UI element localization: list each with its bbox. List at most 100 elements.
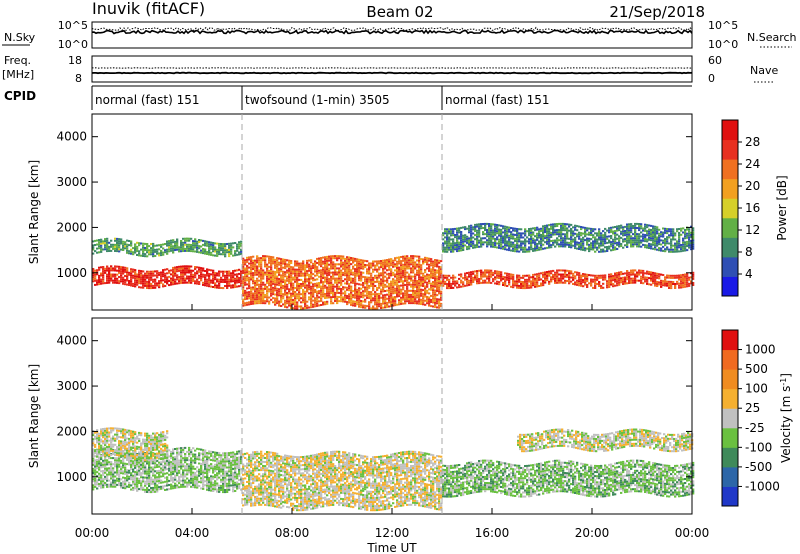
heatmap-cell <box>208 253 211 256</box>
heatmap-cell <box>230 274 233 277</box>
heatmap-cell <box>660 247 663 250</box>
heatmap-cell <box>470 271 473 274</box>
heatmap-cell <box>672 276 675 279</box>
heatmap-cell <box>580 226 583 228</box>
heatmap-cell <box>516 230 519 232</box>
heatmap-cell <box>396 293 399 296</box>
heatmap-cell <box>648 247 651 249</box>
heatmap-cell <box>252 288 255 291</box>
heatmap-cell <box>286 263 289 266</box>
heatmap-cell <box>534 273 537 276</box>
heatmap-cell <box>678 244 681 247</box>
heatmap-cell <box>208 283 211 286</box>
heatmap-cell <box>476 225 479 228</box>
heatmap-cell <box>530 276 533 279</box>
heatmap-cell <box>110 457 113 460</box>
heatmap-cell <box>434 301 437 304</box>
heatmap-cell <box>628 223 631 226</box>
heatmap-cell <box>684 281 687 284</box>
heatmap-cell <box>298 266 301 269</box>
heatmap-cell <box>236 243 239 246</box>
heatmap-cell <box>184 265 187 268</box>
heatmap-cell <box>680 233 683 236</box>
heatmap-cell <box>176 282 179 285</box>
heatmap-cell <box>168 248 171 251</box>
heatmap-cell <box>162 251 165 254</box>
heatmap-cell <box>184 273 187 276</box>
heatmap-cell <box>676 240 679 243</box>
heatmap-cell <box>508 281 511 284</box>
heatmap-cell <box>558 245 561 248</box>
heatmap-cell <box>228 249 231 251</box>
heatmap-cell <box>414 263 417 266</box>
heatmap-cell <box>548 270 551 273</box>
heatmap-cell <box>108 281 111 284</box>
heatmap-cell <box>410 295 413 298</box>
heatmap-cell <box>108 245 111 248</box>
heatmap-cell <box>130 244 133 247</box>
heatmap-cell <box>320 259 323 262</box>
heatmap-cell <box>410 289 413 292</box>
nave-tick-bottom: 0 <box>708 72 715 85</box>
heatmap-cell <box>104 484 107 486</box>
heatmap-cell <box>142 270 145 273</box>
heatmap-cell <box>268 302 271 305</box>
heatmap-cell <box>392 288 395 291</box>
heatmap-cell <box>432 268 435 271</box>
heatmap-cell <box>434 281 437 284</box>
heatmap-cell <box>370 295 373 298</box>
heatmap-cell <box>212 273 215 276</box>
heatmap-cell <box>398 270 401 273</box>
heatmap-cell <box>618 273 621 276</box>
heatmap-cell <box>130 274 133 277</box>
heatmap-cell <box>650 233 653 236</box>
heatmap-cell <box>480 269 483 272</box>
heatmap-cell <box>402 284 405 287</box>
heatmap-cell <box>670 280 673 283</box>
heatmap-cell <box>396 291 399 294</box>
heatmap-cell <box>144 278 147 281</box>
heatmap-cell <box>218 282 221 285</box>
heatmap-cell <box>670 276 673 279</box>
heatmap-cell <box>454 284 457 287</box>
heatmap-cell <box>246 265 249 267</box>
heatmap-cell <box>322 295 325 298</box>
heatmap-cell <box>458 284 461 286</box>
heatmap-cell <box>178 280 181 283</box>
heatmap-cell <box>214 250 217 253</box>
heatmap-cell <box>320 271 323 274</box>
heatmap-cell <box>228 274 231 277</box>
heatmap-cell <box>188 277 191 280</box>
heatmap-cell <box>208 268 211 271</box>
heatmap-cell <box>610 243 613 246</box>
heatmap-cell <box>240 250 243 253</box>
heatmap-cell <box>390 303 393 305</box>
heatmap-cell <box>392 271 395 274</box>
heatmap-cell <box>204 252 207 255</box>
heatmap-cell <box>280 294 283 297</box>
heatmap-cell <box>112 473 115 476</box>
heatmap-cell <box>418 300 421 303</box>
heatmap-cell <box>636 273 639 276</box>
heatmap-cell <box>108 483 111 486</box>
heatmap-cell <box>404 296 407 299</box>
heatmap-cell <box>578 233 581 236</box>
heatmap-cell <box>582 279 585 282</box>
heatmap-cell <box>172 251 175 254</box>
heatmap-cell <box>114 245 117 248</box>
heatmap-cell <box>256 281 259 284</box>
heatmap-cell <box>472 270 475 273</box>
heatmap-cell <box>418 261 421 264</box>
heatmap-cell <box>258 291 261 294</box>
heatmap-cell <box>316 296 319 299</box>
heatmap-cell <box>278 263 281 266</box>
heatmap-cell <box>290 304 293 307</box>
heatmap-cell <box>576 229 579 232</box>
heatmap-cell <box>624 278 627 281</box>
heatmap-cell <box>94 481 97 484</box>
heatmap-cell <box>368 307 371 310</box>
heatmap-cell <box>274 273 277 275</box>
heatmap-cell <box>114 279 117 282</box>
heatmap-cell <box>460 247 463 250</box>
heatmap-cell <box>312 287 315 290</box>
